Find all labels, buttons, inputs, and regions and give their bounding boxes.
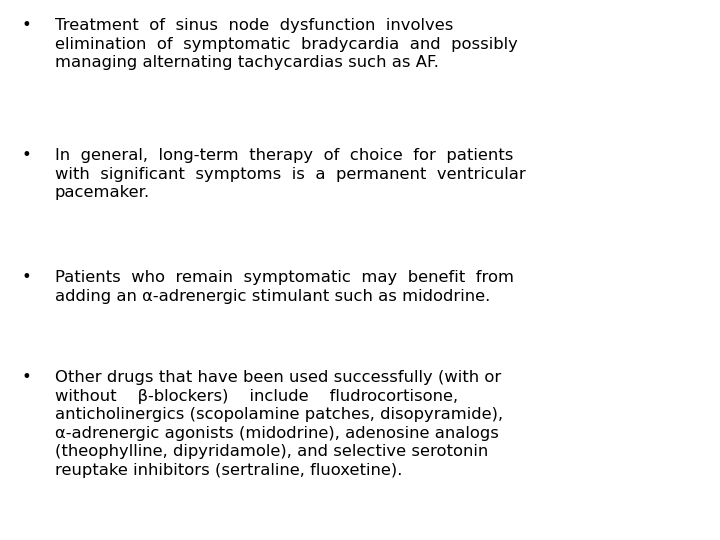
Text: Other drugs that have been used successfully (with or
without    β-blockers)    : Other drugs that have been used successf…	[55, 370, 503, 478]
Text: Treatment  of  sinus  node  dysfunction  involves
elimination  of  symptomatic  : Treatment of sinus node dysfunction invo…	[55, 18, 518, 70]
Text: Patients  who  remain  symptomatic  may  benefit  from
adding an α-adrenergic st: Patients who remain symptomatic may bene…	[55, 270, 514, 303]
Text: •: •	[22, 370, 32, 385]
Text: •: •	[22, 270, 32, 285]
Text: In  general,  long-term  therapy  of  choice  for  patients
with  significant  s: In general, long-term therapy of choice …	[55, 148, 526, 200]
Text: •: •	[22, 18, 32, 33]
Text: •: •	[22, 148, 32, 163]
